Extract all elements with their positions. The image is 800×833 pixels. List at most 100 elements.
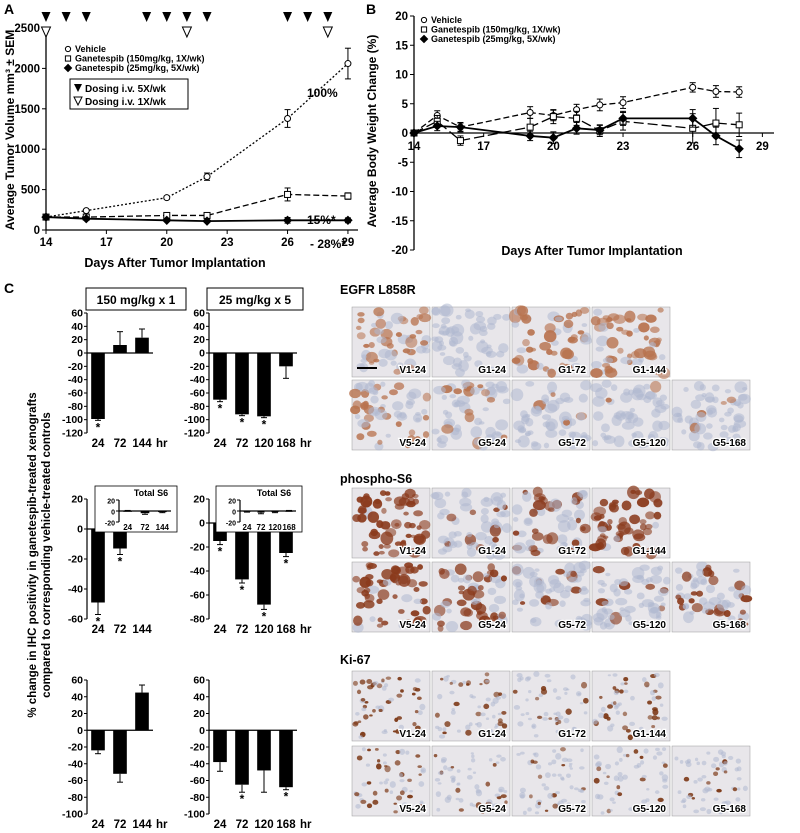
ihc-cell xyxy=(545,418,559,431)
ihc-cell xyxy=(398,724,404,730)
ihc-cell xyxy=(412,617,423,628)
ihc-cell xyxy=(459,497,472,507)
ihc-cell xyxy=(442,545,453,553)
data-point xyxy=(41,212,51,222)
ihc-cell xyxy=(475,789,483,797)
ihc-cell xyxy=(444,491,451,497)
ihc-cell xyxy=(377,589,390,600)
hr-unit: hr xyxy=(300,819,312,831)
ihc-cell xyxy=(521,415,530,425)
y-tick-label: 20 xyxy=(71,494,83,506)
ihc-cell xyxy=(352,400,362,410)
ihc-cell xyxy=(501,693,507,699)
significance-star: * xyxy=(118,555,123,569)
ihc-cell xyxy=(475,711,482,717)
ihc-cell xyxy=(456,769,461,773)
ihc-cell xyxy=(456,783,461,786)
ihc-cell xyxy=(442,330,450,336)
ihc-cell xyxy=(494,725,498,729)
bar xyxy=(213,730,227,763)
ihc-cell xyxy=(534,568,540,572)
ihc-cell xyxy=(711,763,717,769)
ihc-cell xyxy=(557,715,564,720)
y-tick-label: 0 xyxy=(77,524,83,536)
ihc-cell xyxy=(522,338,530,347)
data-point xyxy=(571,123,582,134)
ihc-cell xyxy=(419,804,424,809)
ihc-cell xyxy=(691,602,703,613)
ihc-cell xyxy=(512,689,518,694)
ihc-cell xyxy=(378,544,384,549)
ihc-cell xyxy=(625,411,635,420)
ihc-cell xyxy=(565,312,574,320)
x-tick-label: 72 xyxy=(236,624,249,636)
ihc-cell xyxy=(367,748,371,752)
ihc-cell xyxy=(552,803,559,809)
ihc-cell xyxy=(672,412,683,423)
ihc-cell xyxy=(658,354,666,361)
ihc-cell xyxy=(485,781,491,787)
ihc-cell xyxy=(445,621,459,633)
ihc-cell xyxy=(442,727,447,732)
ihc-cell xyxy=(365,763,371,767)
ihc-cell xyxy=(496,695,501,700)
x-tick-label: 23 xyxy=(617,141,630,153)
ihc-cell xyxy=(385,433,391,438)
x-tick-label: 24 xyxy=(92,438,105,450)
ihc-cell xyxy=(449,681,453,685)
ihc-cell xyxy=(422,392,432,402)
ihc-cell xyxy=(616,326,624,332)
ihc-cell xyxy=(359,679,366,685)
ihc-cell xyxy=(732,787,738,792)
y-tick-label: 0 xyxy=(111,510,115,517)
ihc-cell xyxy=(380,381,386,387)
ihc-cell xyxy=(372,499,383,509)
ihc-cell xyxy=(492,762,497,767)
ihc-cell xyxy=(516,305,529,317)
ihc-cell xyxy=(413,807,420,814)
ihc-cell xyxy=(385,528,397,537)
ihc-cell xyxy=(496,511,506,518)
ihc-cell xyxy=(465,729,472,736)
ihc-cell xyxy=(639,564,650,571)
ihc-cell xyxy=(682,804,687,809)
dosing-5x-arrow xyxy=(182,12,192,22)
bar xyxy=(257,353,271,417)
x-tick-label: 24 xyxy=(123,523,132,532)
ihc-cell xyxy=(444,721,451,727)
ihc-cell xyxy=(650,380,662,393)
data-point xyxy=(82,207,90,215)
significance-star: * xyxy=(262,418,267,432)
ihc-cell xyxy=(496,499,507,511)
ihc-cell xyxy=(481,389,490,397)
ihc-cell xyxy=(412,498,419,505)
ihc-cell xyxy=(720,401,727,405)
x-tick-label: 26 xyxy=(281,237,294,249)
y-tick-label: 60 xyxy=(71,308,83,320)
ihc-cell xyxy=(735,758,742,764)
ihc-cell xyxy=(555,721,559,726)
ihc-cell xyxy=(516,347,527,354)
x-tick-label: 168 xyxy=(276,438,296,450)
y-tick-label: 500 xyxy=(21,185,40,197)
ihc-tile-label: G1-24 xyxy=(478,546,506,557)
ihc-tile-label: G5-72 xyxy=(558,438,586,449)
ihc-cell xyxy=(522,566,535,579)
ihc-cell xyxy=(388,549,400,558)
ihc-cell xyxy=(595,346,604,352)
ihc-cell xyxy=(623,682,628,685)
ihc-cell xyxy=(685,761,692,768)
ihc-cell xyxy=(453,701,460,707)
ihc-cell xyxy=(525,539,536,547)
dosing-legend: Dosing i.v. 5X/wk Dosing i.v. 1X/wk xyxy=(69,78,189,110)
legend-marker xyxy=(420,16,428,24)
ihc-cell xyxy=(501,710,507,715)
ihc-cell xyxy=(515,581,522,587)
ihc-cell xyxy=(357,317,365,324)
ihc-cell xyxy=(699,597,708,605)
ihc-cell xyxy=(633,533,646,542)
ihc-cell xyxy=(455,797,460,801)
ihc-cell xyxy=(376,759,381,763)
ihc-cell xyxy=(535,764,542,770)
ihc-cell xyxy=(446,674,450,678)
